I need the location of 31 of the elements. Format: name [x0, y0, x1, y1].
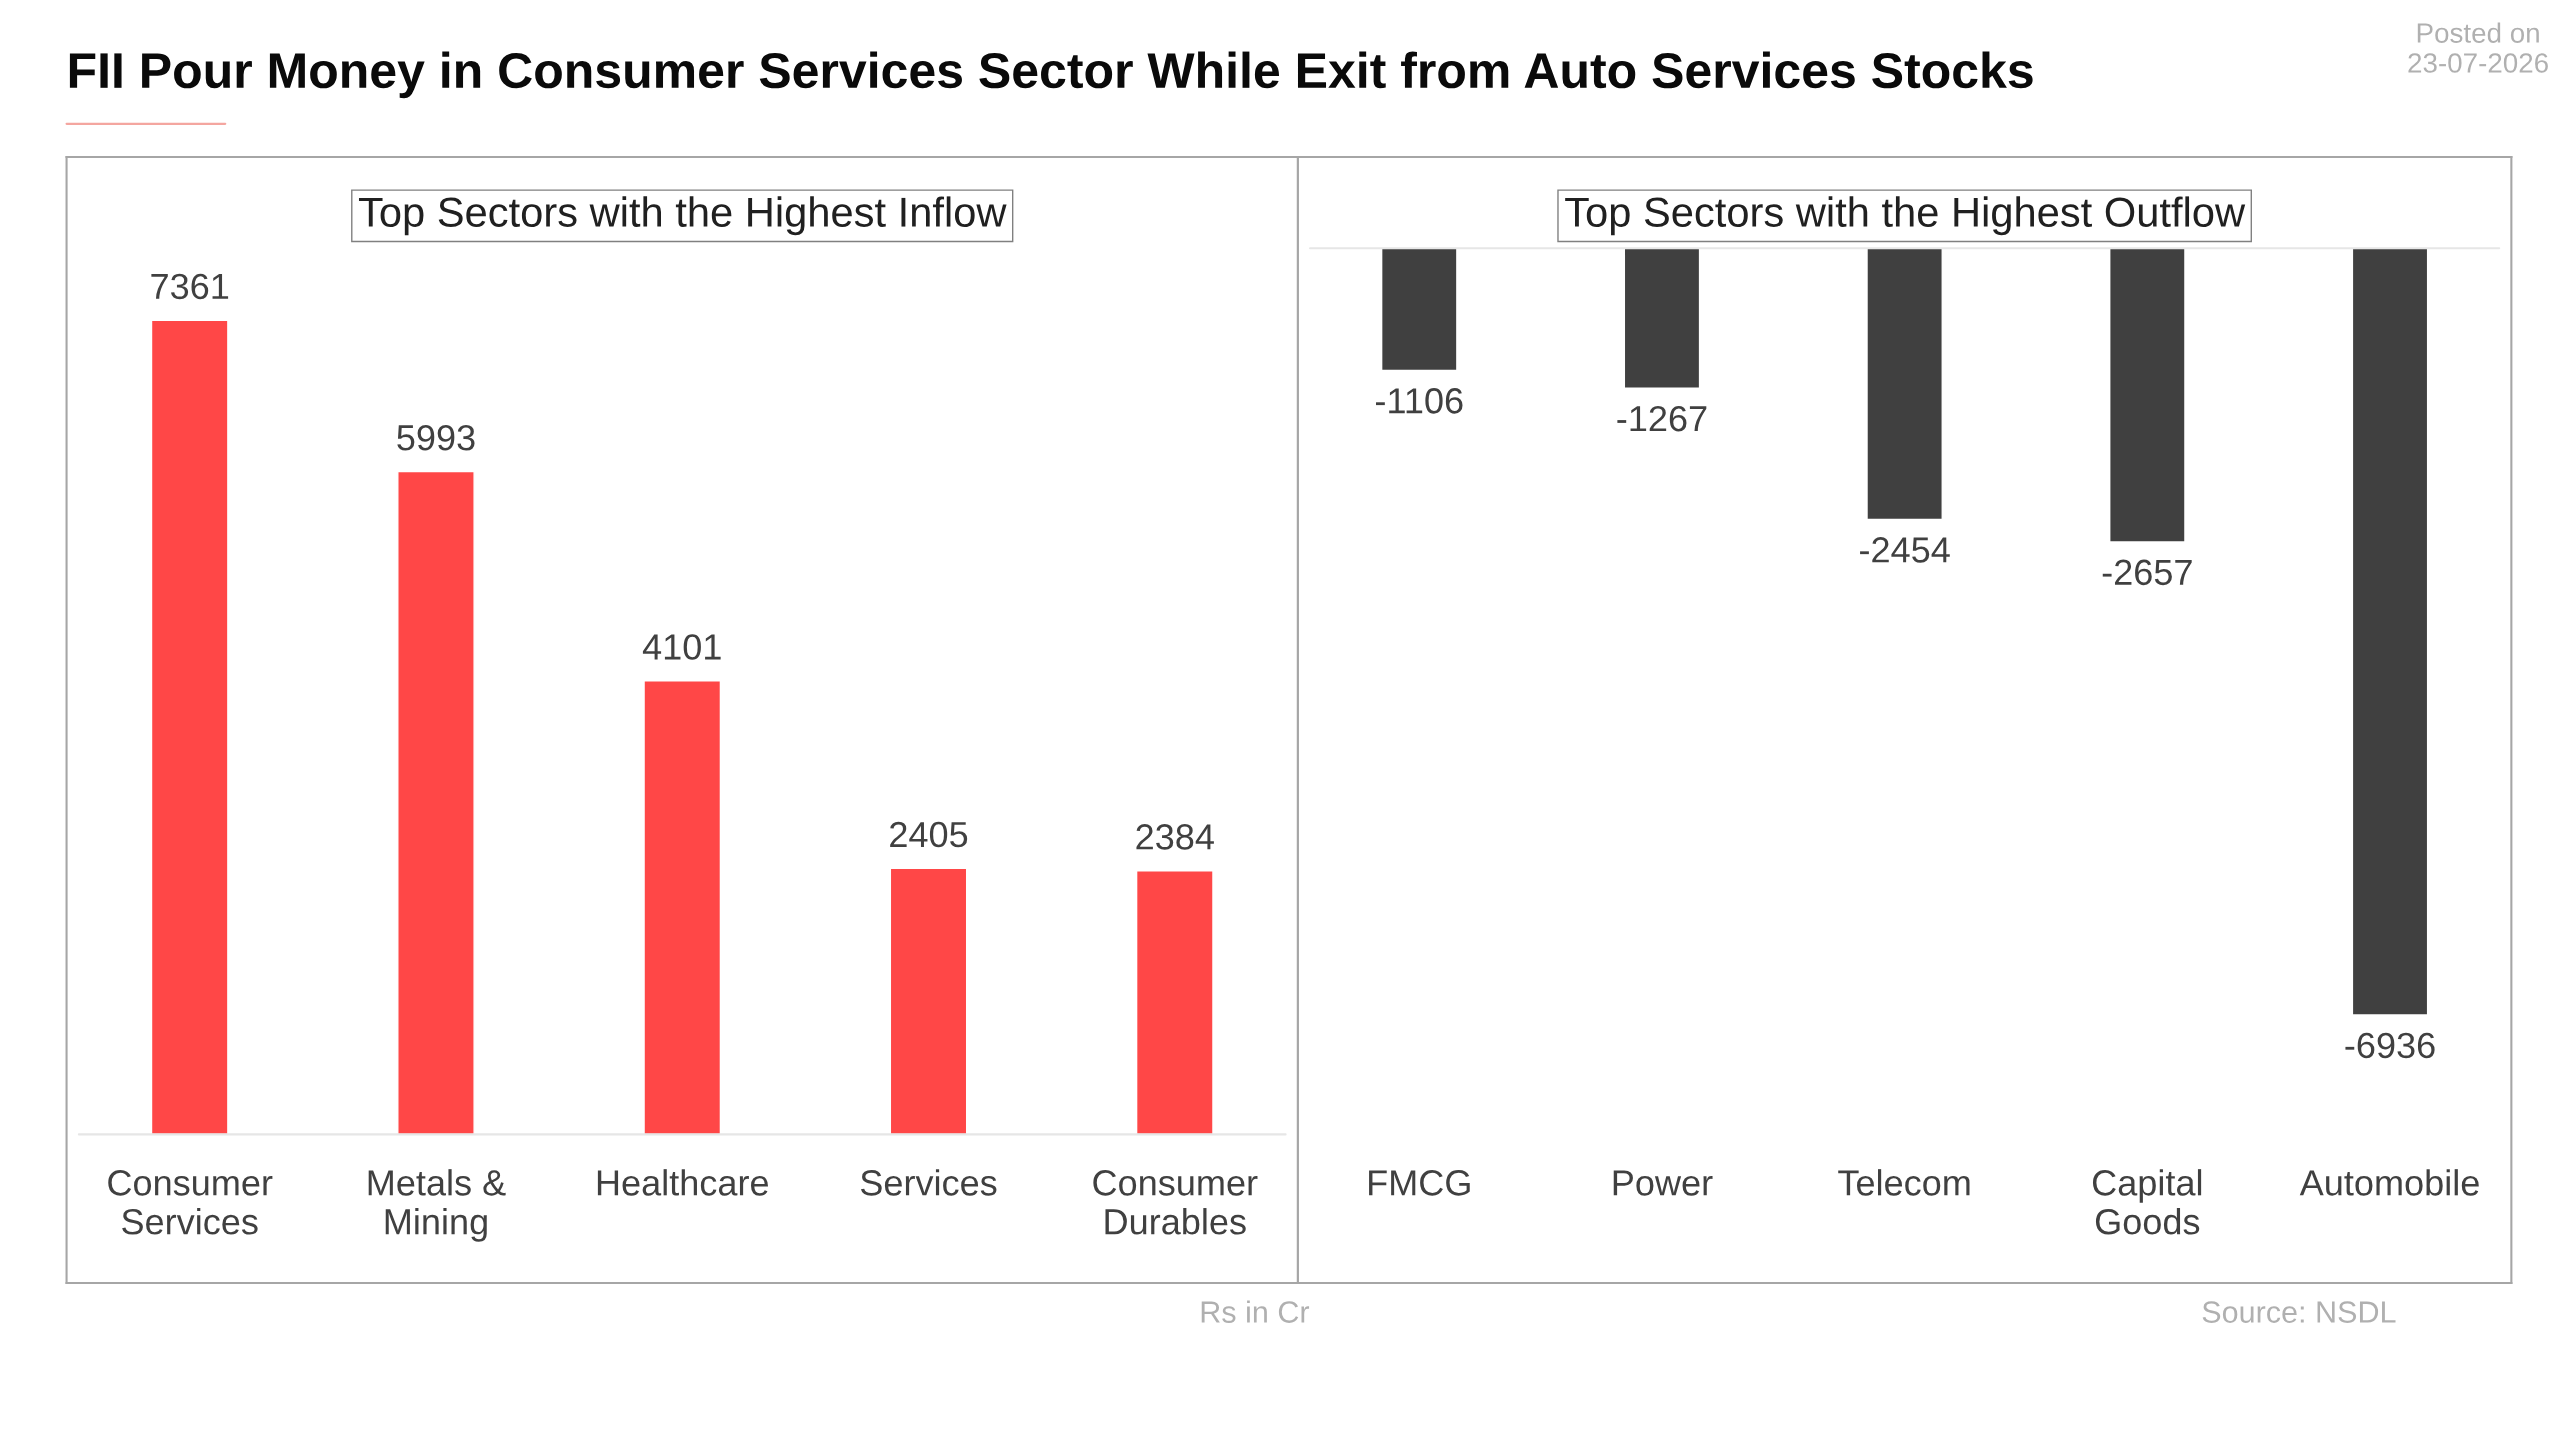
x-tick-label: Services	[860, 1169, 997, 1196]
data-label: -6936	[2345, 1032, 2435, 1059]
data-label: -1106	[1376, 388, 1463, 414]
data-label: -2657	[2102, 559, 2192, 586]
x-tick-label: Consumer Services	[108, 1170, 273, 1235]
bar	[1135, 870, 1214, 1136]
data-label: 5993	[397, 424, 475, 451]
x-tick-label: Healthcare	[597, 1169, 768, 1196]
bar	[150, 319, 229, 1136]
data-label: 2384	[1136, 824, 1214, 850]
bar	[643, 680, 722, 1136]
data-label: 7361	[151, 273, 229, 300]
bar	[889, 867, 968, 1136]
x-tick-label: Consumer Durables	[1093, 1170, 1258, 1235]
text: Rs in Cr	[1201, 1300, 1310, 1323]
x-tick-label: Power	[1613, 1170, 1713, 1196]
source-note: Source: NSDL	[2202, 1301, 2396, 1323]
data-label: -1267	[1617, 405, 1707, 432]
x-tick-label: Capital Goods	[2092, 1169, 2202, 1235]
data-label: 4101	[642, 634, 721, 660]
x-tick-label: Automobile	[2299, 1169, 2479, 1196]
chart-title: FII Pour Money in Consumer Services Sector While Exit from Auto Services Stocks	[69, 51, 2033, 99]
x-tick-label: Telecom	[1838, 1169, 1970, 1196]
x-tick-label: FMCG	[1369, 1170, 1470, 1196]
text: Posted on 23-07-2026	[2408, 22, 2548, 73]
chart-subtitle: Top Sectors with the Highest Outflow	[1565, 196, 2246, 236]
bar	[397, 470, 475, 1136]
data-label: 2405	[890, 821, 968, 848]
chart-subtitle: Top Sectors with the Highest Inflow	[358, 196, 1007, 236]
data-label: -2454	[1860, 537, 1950, 563]
x-tick-label: Metals & Mining	[368, 1169, 506, 1242]
